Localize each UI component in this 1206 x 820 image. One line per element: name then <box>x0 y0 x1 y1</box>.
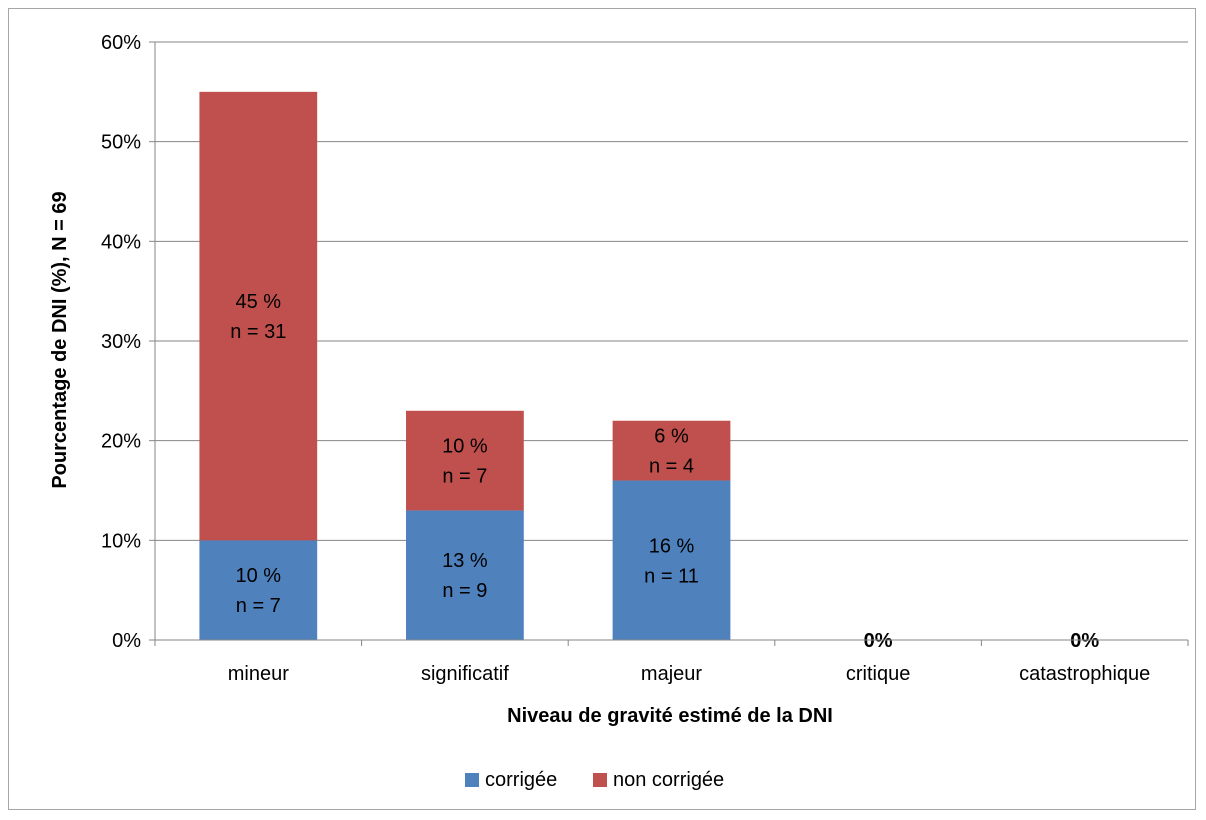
data-label: 10 % n = 7 <box>236 565 282 617</box>
bar-segment <box>199 540 318 640</box>
x-tick-label: critique <box>846 663 910 685</box>
legend-swatch <box>593 773 607 787</box>
bar-segment <box>612 480 731 640</box>
data-label: 13 % n = 9 <box>442 550 488 602</box>
data-label: 6 % n = 4 <box>649 426 694 478</box>
x-tick-label: majeur <box>641 663 702 685</box>
y-axis-ticks: 0% 10% 20% 30% 40% 50% 60% <box>101 32 141 652</box>
data-labels: 10 % n = 7 13 % n = 9 16 % n = 11 45 % n = 31 10… <box>230 291 1099 652</box>
y-tick-label: 40% <box>101 231 141 253</box>
x-tick-label: catastrophique <box>1019 663 1150 685</box>
data-label: 16 % n = 11 <box>644 535 699 587</box>
y-tick-label: 50% <box>101 132 141 154</box>
legend-label: non corrigée <box>613 769 724 791</box>
y-tick-label: 30% <box>101 331 141 353</box>
y-tick-label: 60% <box>101 32 141 54</box>
bar-segment <box>406 410 524 511</box>
bar-segment <box>406 510 524 640</box>
legend: corrigée non corrigée <box>465 769 724 791</box>
bars <box>199 91 731 640</box>
y-axis-title: Pourcentage de DNI (%), N = 69 <box>49 191 71 488</box>
y-tick-label: 10% <box>101 530 141 552</box>
y-tick-label: 20% <box>101 431 141 453</box>
data-label: 10 % n = 7 <box>442 436 488 488</box>
data-label: 45 % n = 31 <box>230 291 286 343</box>
x-axis-ticks: mineur significatif majeur critique catastro… <box>154 640 1189 685</box>
x-axis-title: Niveau de gravité estimé de la DNI <box>507 705 833 727</box>
x-tick-label: mineur <box>228 663 289 685</box>
data-label: 0% <box>1070 630 1099 652</box>
bar-segment <box>612 420 731 481</box>
legend-swatch <box>465 773 479 787</box>
bar-segment <box>199 91 318 541</box>
x-tick-label: significatif <box>421 663 509 685</box>
y-tick-label: 0% <box>112 630 141 652</box>
gridlines <box>149 41 1188 641</box>
data-label: 0% <box>864 630 893 652</box>
legend-label: corrigée <box>485 769 557 791</box>
